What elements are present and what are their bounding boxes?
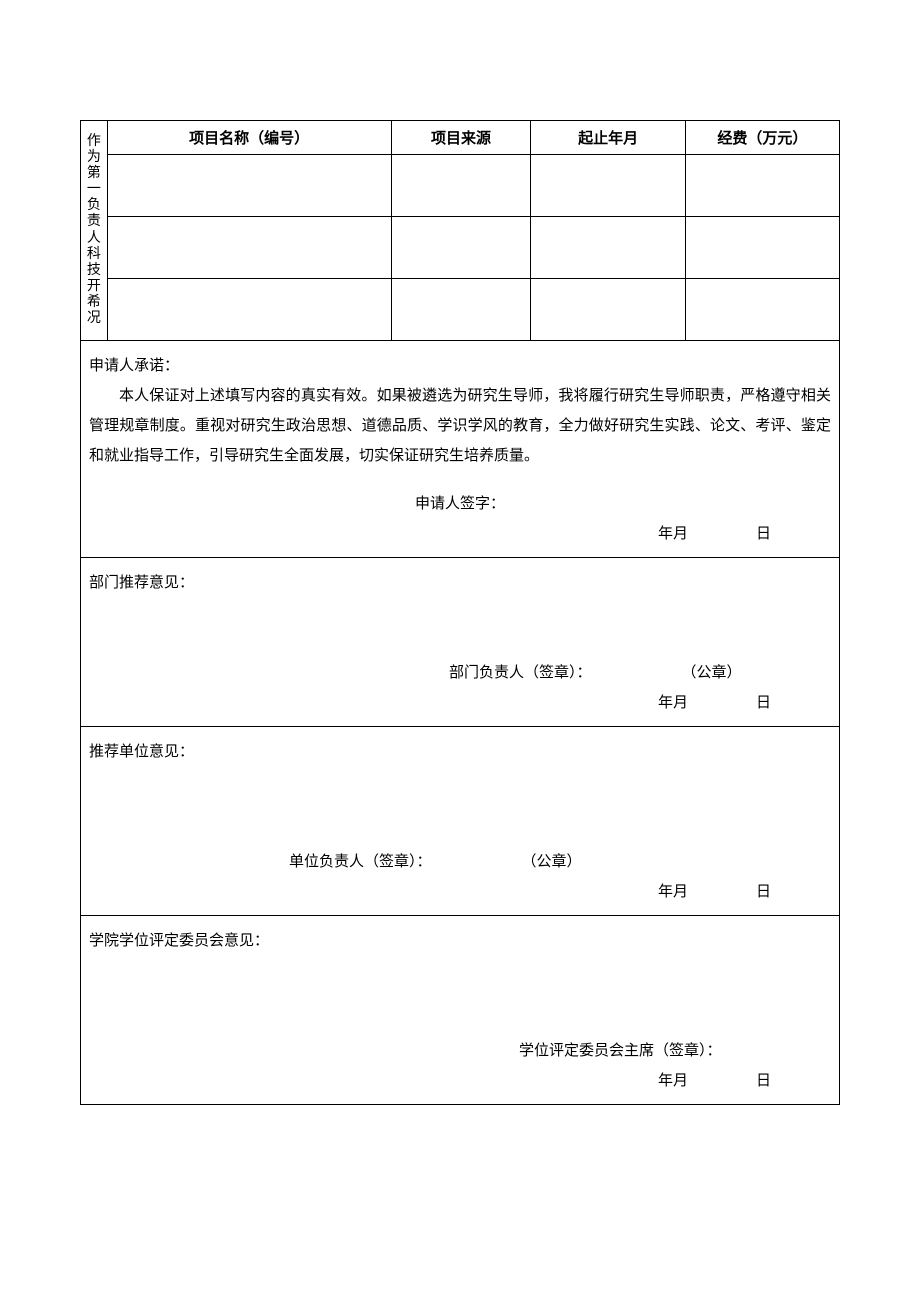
cell-funding[interactable] bbox=[685, 155, 839, 217]
unit-opinion-title: 推荐单位意见： bbox=[89, 737, 831, 767]
date-year-month: 年月 bbox=[658, 1073, 688, 1089]
declaration-body: 本人保证对上述填写内容的真实有效。如果被遴选为研究生导师，我将履行研究生导师职责… bbox=[89, 381, 831, 471]
dept-seal-label: （公章） bbox=[682, 665, 742, 681]
unit-opinion-section: 推荐单位意见： 单位负责人（签章）： （公章） 年月 日 bbox=[81, 727, 840, 916]
date-year-month: 年月 bbox=[658, 695, 688, 711]
vertical-section-label: 作为第一负责人科技开希况 bbox=[81, 121, 108, 341]
col-header-name: 项目名称（编号） bbox=[107, 121, 391, 155]
committee-sign-line: 学位评定委员会主席（签章）： bbox=[89, 1036, 831, 1066]
cell-source[interactable] bbox=[391, 217, 531, 279]
dept-opinion-title: 部门推荐意见： bbox=[89, 568, 831, 598]
dept-sign-label: 部门负责人（签章）： bbox=[449, 665, 592, 681]
dept-opinion-section: 部门推荐意见： 部门负责人（签章）： （公章） 年月 日 bbox=[81, 558, 840, 727]
committee-sign-label: 学位评定委员会主席（签章）： bbox=[519, 1043, 722, 1059]
date-day: 日 bbox=[756, 695, 771, 711]
cell-source[interactable] bbox=[391, 279, 531, 341]
date-year-month: 年月 bbox=[658, 884, 688, 900]
cell-period[interactable] bbox=[531, 155, 685, 217]
declaration-section: 申请人承诺： 本人保证对上述填写内容的真实有效。如果被遴选为研究生导师，我将履行… bbox=[81, 341, 840, 558]
date-day: 日 bbox=[756, 1073, 771, 1089]
cell-source[interactable] bbox=[391, 155, 531, 217]
dept-sign-line: 部门负责人（签章）： （公章） bbox=[89, 658, 831, 688]
col-header-source: 项目来源 bbox=[391, 121, 531, 155]
applicant-sign-label: 申请人签字： bbox=[89, 489, 831, 519]
projects-row bbox=[81, 155, 840, 217]
col-header-period: 起止年月 bbox=[531, 121, 685, 155]
declaration-date: 年月 日 bbox=[89, 519, 831, 549]
date-day: 日 bbox=[756, 526, 771, 542]
date-day: 日 bbox=[756, 884, 771, 900]
unit-sign-label: 单位负责人（签章）： bbox=[289, 854, 432, 870]
dept-date: 年月 日 bbox=[89, 688, 831, 718]
cell-period[interactable] bbox=[531, 217, 685, 279]
projects-row bbox=[81, 279, 840, 341]
cell-funding[interactable] bbox=[685, 217, 839, 279]
projects-row bbox=[81, 217, 840, 279]
cell-name[interactable] bbox=[107, 155, 391, 217]
unit-date: 年月 日 bbox=[89, 877, 831, 907]
col-header-funding: 经费（万元） bbox=[685, 121, 839, 155]
projects-header-row: 作为第一负责人科技开希况 项目名称（编号） 项目来源 起止年月 经费（万元） bbox=[81, 121, 840, 155]
declaration-title: 申请人承诺： bbox=[89, 351, 831, 381]
cell-funding[interactable] bbox=[685, 279, 839, 341]
form-table: 作为第一负责人科技开希况 项目名称（编号） 项目来源 起止年月 经费（万元） 申… bbox=[80, 120, 840, 1105]
cell-name[interactable] bbox=[107, 279, 391, 341]
committee-opinion-section: 学院学位评定委员会意见： 学位评定委员会主席（签章）： 年月 日 bbox=[81, 916, 840, 1105]
committee-opinion-title: 学院学位评定委员会意见： bbox=[89, 926, 831, 956]
committee-date: 年月 日 bbox=[89, 1066, 831, 1096]
cell-period[interactable] bbox=[531, 279, 685, 341]
date-year-month: 年月 bbox=[658, 526, 688, 542]
unit-sign-line: 单位负责人（签章）： （公章） bbox=[89, 847, 831, 877]
unit-seal-label: （公章） bbox=[522, 854, 582, 870]
cell-name[interactable] bbox=[107, 217, 391, 279]
